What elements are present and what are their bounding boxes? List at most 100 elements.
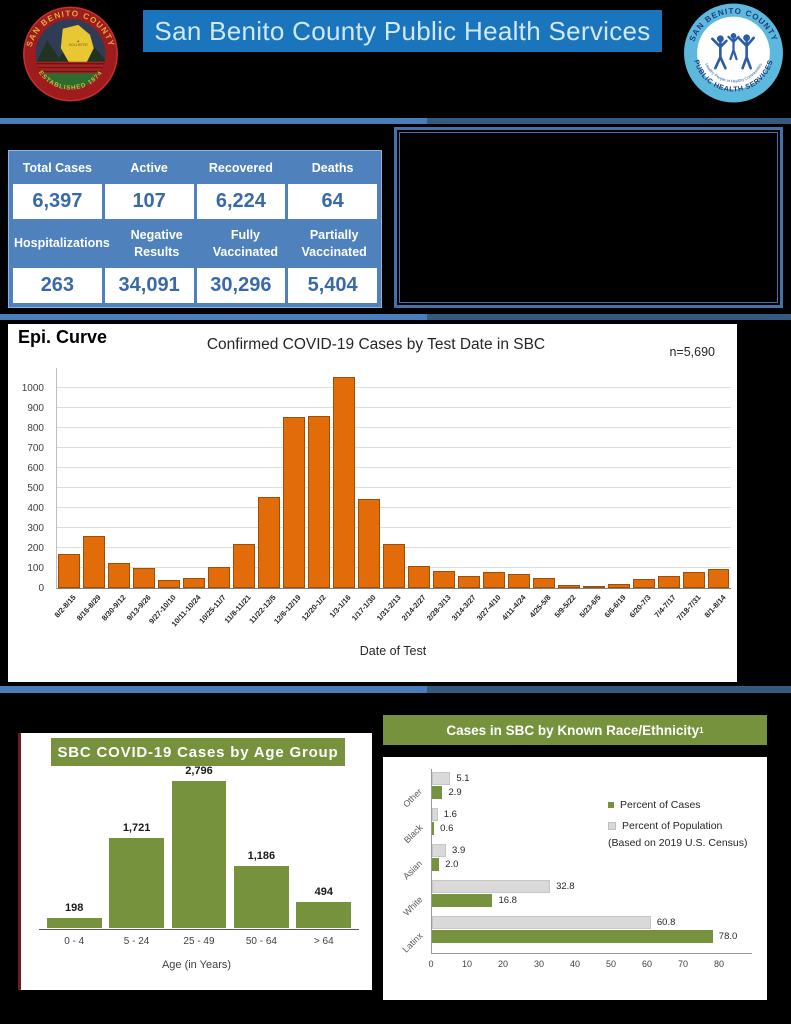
race-category-label: Other — [401, 786, 425, 810]
stats-table: Total Cases Active Recovered Deaths 6,397 107… — [8, 150, 382, 308]
age-chart-title: SBC COVID-19 Cases by Age Group — [57, 743, 339, 761]
age-plot: 198 0 - 4 1,721 5 - 24 2,796 25 - 49 1,186 50 -… — [43, 765, 355, 947]
epi-x-tick-label: 8/30-9/12 — [100, 593, 129, 623]
race-chart-panel: Other Black Asian White Latinx 5.1 2.9 1.6 0.6 3… — [383, 757, 767, 1000]
epi-bar — [457, 576, 480, 588]
gridline — [57, 387, 731, 388]
family-figures-icon — [710, 33, 756, 70]
stat-label: Hospitalizations — [14, 236, 110, 251]
epi-x-tick-label: 7/4-7/17 — [652, 593, 678, 620]
epi-x-tick-label: 6/20-7/3 — [627, 593, 653, 620]
age-category-label: 25 - 49 — [183, 936, 215, 947]
race-cases-value-label: 2.0 — [445, 859, 459, 870]
epi-x-tick-label: 4/11-4/24 — [499, 593, 528, 623]
race-x-tick-label: 80 — [713, 959, 725, 969]
y-tick-label: 800 — [27, 423, 44, 434]
epi-bar — [333, 377, 356, 588]
gridline — [57, 527, 731, 528]
legend-population-label: Percent of Population — [622, 820, 723, 832]
divider-line — [0, 314, 791, 320]
legend-item-cases: Percent of Cases — [608, 799, 748, 811]
age-bar — [233, 865, 289, 928]
epi-x-tick-label: 4/25-5/8 — [527, 593, 553, 620]
y-tick-label: 200 — [27, 543, 44, 554]
stat-value: 107 — [104, 184, 194, 220]
race-cases-bar — [432, 858, 440, 871]
epi-x-tick-label: 2/28-3/13 — [424, 593, 453, 623]
legend-item-population: Percent of Population — [608, 820, 748, 832]
public-health-logo: SAN BENITO COUNTY PUBLIC HEALTH SERVICES… — [684, 3, 783, 103]
epi-bar — [482, 572, 505, 588]
race-x-tick-label: 60 — [641, 959, 653, 969]
epi-bar — [183, 578, 206, 588]
race-plot: 5.1 2.9 1.6 0.6 3.9 2.0 32.8 16.8 60.8 78.0 — [431, 769, 752, 954]
race-categories: Other Black Asian White Latinx — [383, 769, 429, 954]
stats-header-row: Total Cases Active Recovered Deaths — [13, 155, 377, 181]
race-x-tick-label: 10 — [461, 959, 473, 969]
age-x-axis-title: Age (in Years) — [161, 959, 232, 971]
gridline — [57, 407, 731, 408]
race-cases-bar — [432, 930, 713, 943]
y-tick-label: 500 — [27, 483, 44, 494]
gridline — [57, 487, 731, 488]
y-tick-label: 100 — [27, 563, 44, 574]
epi-y-axis: 0 100 200 300 400 500 600 700 800 900 1000 — [8, 368, 50, 594]
epi-x-tick-label: 12/20-1/2 — [299, 593, 328, 623]
epi-bar — [682, 572, 705, 588]
epi-x-tick-label: 7/18-7/31 — [674, 593, 703, 623]
epi-sample-size: n=5,690 — [669, 345, 715, 359]
y-tick-label: 900 — [27, 403, 44, 414]
age-chart-title-bar: SBC COVID-19 Cases by Age Group — [51, 738, 345, 766]
race-population-bar — [432, 808, 438, 821]
age-bar — [171, 781, 227, 928]
gridline — [57, 447, 731, 448]
epi-bar — [83, 536, 106, 588]
epi-bar — [133, 568, 156, 588]
age-bar — [109, 837, 165, 928]
age-x-axis-line — [39, 929, 359, 930]
race-cases-value-label: 2.9 — [448, 787, 462, 798]
stat-label: Active — [130, 161, 168, 175]
epi-bar — [507, 573, 530, 588]
stat-label: Deaths — [311, 161, 354, 175]
stat-value: 34,091 — [104, 267, 194, 303]
race-chart-title-footnote: 1 — [699, 725, 704, 735]
stats-value-row: 263 34,091 30,296 5,404 — [13, 267, 377, 303]
y-tick-label: 1000 — [21, 383, 44, 394]
age-value-label: 1,186 — [247, 849, 276, 862]
epi-bar — [632, 579, 655, 588]
age-bar — [46, 917, 102, 928]
epi-x-tick-label: 6/6-6/19 — [602, 593, 628, 620]
y-tick-label: 400 — [27, 503, 44, 514]
race-cases-value-label: 0.6 — [440, 823, 454, 834]
race-population-value-label: 60.8 — [656, 917, 676, 928]
race-population-value-label: 3.9 — [452, 845, 466, 856]
epi-bar — [358, 499, 380, 588]
epi-x-tick-label: 1/17-1/30 — [349, 593, 378, 623]
race-x-axis: 0 10 20 30 40 50 60 70 80 — [428, 959, 751, 973]
header-banner: San Benito County Public Health Services — [143, 10, 662, 52]
epi-x-tick-label: 8/1-8/14 — [702, 593, 728, 620]
race-population-bar — [432, 772, 451, 785]
race-cases-value-label: 16.8 — [498, 895, 517, 906]
epi-bar — [383, 544, 405, 588]
divider-line — [0, 686, 791, 693]
epi-bar — [407, 566, 430, 588]
epi-bar — [707, 569, 730, 588]
race-chart-title-bar: Cases in SBC by Known Race/Ethnicity 1 — [383, 715, 767, 745]
stat-value: 6,397 — [13, 184, 102, 220]
race-x-tick-label: 0 — [428, 959, 434, 969]
epi-x-tick-label: 1/31-2/13 — [374, 593, 403, 623]
gridline — [57, 507, 731, 508]
race-population-value-label: 32.8 — [556, 881, 575, 892]
race-x-tick-label: 40 — [569, 959, 581, 969]
seal-hollister-label: HOLLISTER — [69, 43, 88, 47]
race-population-bar — [432, 916, 651, 929]
race-chart-title: Cases in SBC by Known Race/Ethnicity — [446, 722, 700, 738]
stats-value-row: 6,397 107 6,224 64 — [13, 184, 377, 220]
age-category-label: 0 - 4 — [64, 936, 85, 947]
stat-label: Partially Vaccinated — [301, 228, 367, 259]
stat-label: Recovered — [208, 161, 273, 175]
age-bar — [296, 902, 352, 928]
epi-bar — [432, 571, 455, 588]
